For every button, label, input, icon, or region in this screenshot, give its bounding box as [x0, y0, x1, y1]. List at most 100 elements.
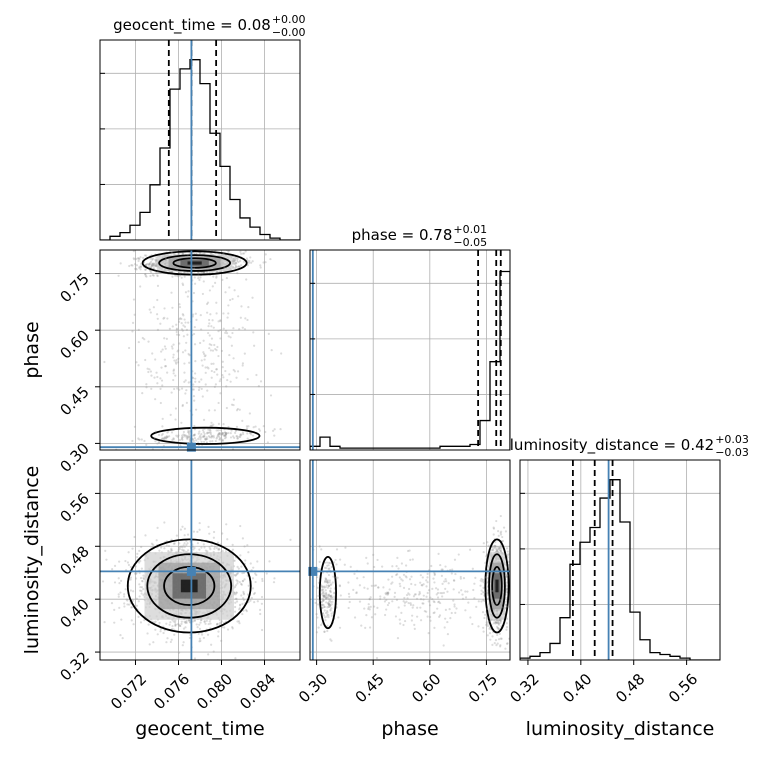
sample-point	[132, 600, 134, 602]
sample-point	[273, 581, 275, 583]
sample-point	[143, 440, 145, 442]
sample-point	[202, 395, 204, 397]
sample-point	[247, 551, 249, 553]
sample-point	[258, 385, 260, 387]
sample-point	[244, 559, 246, 561]
sample-point	[187, 295, 189, 297]
sample-point	[211, 338, 213, 340]
sample-point	[186, 437, 188, 439]
sample-point	[178, 652, 180, 654]
sample-point	[265, 253, 267, 255]
sample-point	[194, 657, 196, 659]
sample-point	[228, 373, 230, 375]
sample-point	[214, 282, 216, 284]
sample-point	[181, 621, 183, 623]
sample-point	[231, 332, 233, 334]
sample-point	[186, 329, 188, 331]
sample-point	[200, 378, 202, 380]
sample-point	[196, 623, 198, 625]
sample-point	[506, 642, 508, 644]
sample-point	[494, 642, 496, 644]
sample-point	[175, 363, 177, 365]
sample-point	[198, 624, 200, 626]
sample-point	[242, 327, 244, 329]
sample-point	[336, 548, 338, 550]
sample-point	[246, 427, 248, 429]
sample-point	[203, 637, 205, 639]
sample-point	[314, 602, 316, 604]
sample-point	[132, 322, 134, 324]
sample-point	[123, 593, 125, 595]
sample-point	[209, 620, 211, 622]
sample-point	[138, 561, 140, 563]
sample-point	[160, 402, 162, 404]
sample-point	[252, 434, 254, 436]
sample-point	[182, 351, 184, 353]
sample-point	[201, 388, 203, 390]
sample-point	[169, 624, 171, 626]
sample-point	[156, 382, 158, 384]
sample-point	[131, 330, 133, 332]
sample-point	[252, 260, 254, 262]
sample-point	[240, 434, 242, 436]
sample-point	[193, 547, 195, 549]
sample-point	[141, 392, 143, 394]
sample-point	[187, 534, 189, 536]
sample-point	[151, 352, 153, 354]
sample-point	[157, 329, 159, 331]
sample-point	[195, 319, 197, 321]
sample-point	[482, 611, 484, 613]
sample-point	[194, 343, 196, 345]
sample-point	[199, 640, 201, 642]
sample-point	[506, 547, 508, 549]
sample-point	[239, 581, 241, 583]
sample-point	[507, 550, 509, 552]
density-block	[495, 580, 498, 593]
sample-point	[279, 428, 281, 430]
sample-point	[260, 380, 262, 382]
sample-point	[211, 440, 213, 442]
sample-point	[214, 348, 216, 350]
sample-point	[206, 312, 208, 314]
sample-point	[217, 635, 219, 637]
sample-point	[323, 630, 325, 632]
sample-point	[267, 441, 269, 443]
sample-point	[323, 599, 325, 601]
sample-point	[229, 299, 231, 301]
sample-point	[174, 418, 176, 420]
sample-point	[188, 354, 190, 356]
scatter-geocent_time-vs-luminosity_distance	[87, 521, 291, 661]
sample-point	[325, 589, 327, 591]
sample-point	[211, 545, 213, 547]
sample-point	[273, 435, 275, 437]
sample-point	[197, 274, 199, 276]
sample-point	[177, 361, 179, 363]
sample-point	[118, 607, 120, 609]
sample-point	[183, 372, 185, 374]
sample-point	[210, 325, 212, 327]
sample-point	[183, 272, 185, 274]
sample-point	[322, 612, 324, 614]
sample-point	[138, 600, 140, 602]
sample-point	[150, 311, 152, 313]
sample-point	[216, 547, 218, 549]
sample-point	[159, 377, 161, 379]
sample-point	[180, 318, 182, 320]
sample-point	[249, 600, 251, 602]
sample-point	[231, 345, 233, 347]
sample-point	[138, 341, 140, 343]
sample-point	[271, 349, 273, 351]
sample-point	[497, 621, 499, 623]
sample-point	[242, 431, 244, 433]
sample-point	[184, 276, 186, 278]
sample-point	[176, 331, 178, 333]
sample-point	[104, 550, 106, 552]
sample-point	[165, 641, 167, 643]
sample-point	[250, 562, 252, 564]
sample-point	[497, 530, 499, 532]
sample-point	[209, 313, 211, 315]
sample-point	[227, 304, 229, 306]
sample-point	[252, 577, 254, 579]
sample-point	[154, 440, 156, 442]
sample-point	[500, 548, 502, 550]
